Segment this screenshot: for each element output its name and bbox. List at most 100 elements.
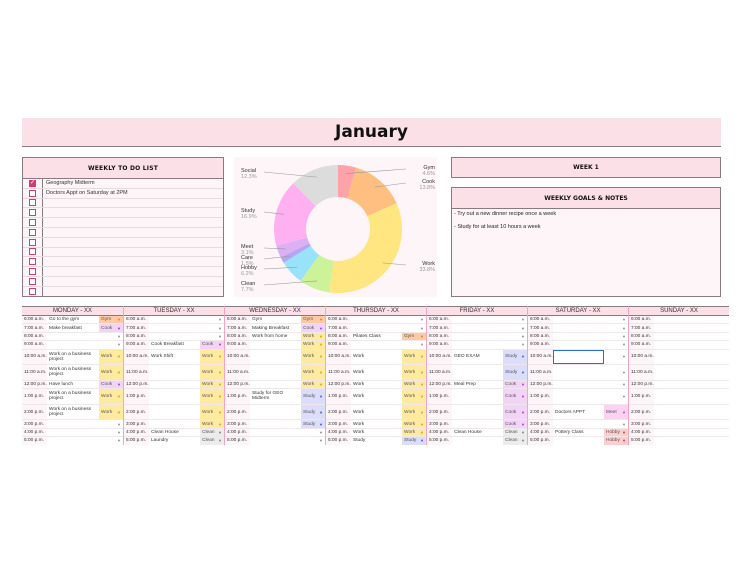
task-cell[interactable] [654, 365, 705, 380]
task-cell[interactable] [149, 420, 200, 427]
task-cell[interactable] [452, 324, 503, 331]
task-cell[interactable] [250, 405, 301, 420]
task-cell[interactable] [452, 316, 503, 323]
category-dropdown[interactable]: ▼ [402, 316, 426, 323]
category-dropdown[interactable]: ▼ [301, 429, 325, 436]
category-dropdown[interactable]: Work ▼ [301, 341, 325, 349]
task-cell[interactable] [553, 420, 604, 427]
task-cell[interactable] [654, 341, 705, 348]
task-cell[interactable] [452, 405, 503, 420]
category-dropdown[interactable]: Work ▼ [200, 365, 224, 380]
category-dropdown[interactable]: ▼ [604, 420, 628, 427]
task-cell[interactable] [452, 365, 503, 380]
category-cell[interactable] [705, 389, 729, 404]
category-dropdown[interactable]: ▼ [604, 341, 628, 348]
task-cell[interactable] [351, 324, 402, 331]
category-dropdown[interactable]: Cook ▼ [503, 380, 527, 389]
goal-item[interactable]: - Study for at least 10 hours a week [454, 223, 541, 230]
task-cell[interactable] [47, 429, 99, 436]
task-cell[interactable] [250, 429, 301, 436]
task-cell[interactable]: Making Breakfast [252, 325, 290, 331]
task-cell[interactable] [149, 316, 200, 323]
task-cell[interactable] [654, 429, 705, 436]
category-dropdown[interactable]: ▼ [604, 333, 628, 340]
checkbox[interactable] [29, 199, 36, 207]
checkbox[interactable]: ✓ [29, 179, 36, 187]
category-dropdown[interactable]: Cook ▼ [200, 341, 224, 349]
category-dropdown[interactable]: Work ▼ [402, 428, 426, 437]
task-cell[interactable]: Work [353, 421, 365, 427]
todo-item-text[interactable] [43, 248, 46, 257]
category-dropdown[interactable]: Gym ▼ [301, 316, 325, 324]
task-cell[interactable] [553, 437, 604, 444]
category-dropdown[interactable]: ▼ [604, 381, 628, 388]
category-dropdown[interactable]: Study ▼ [301, 404, 325, 420]
task-cell[interactable] [250, 420, 301, 427]
todo-item-text[interactable] [43, 287, 46, 297]
category-dropdown[interactable]: Work ▼ [402, 420, 426, 428]
task-cell[interactable] [654, 389, 705, 404]
category-dropdown[interactable]: Work ▼ [301, 365, 325, 380]
todo-item-text[interactable]: Geography Midterm [46, 180, 95, 187]
todo-item-text[interactable] [43, 267, 46, 276]
category-dropdown[interactable]: ▼ [99, 333, 123, 340]
task-cell[interactable] [452, 333, 503, 340]
category-dropdown[interactable]: Work ▼ [200, 380, 224, 389]
category-cell[interactable] [705, 381, 729, 388]
category-dropdown[interactable]: Meet ▼ [604, 404, 628, 420]
task-cell[interactable] [654, 324, 705, 331]
task-cell[interactable] [654, 333, 705, 340]
category-dropdown[interactable]: ▼ [503, 341, 527, 348]
task-cell[interactable] [351, 341, 402, 348]
task-cell[interactable]: Pilates Class [353, 333, 381, 339]
category-dropdown[interactable]: Work ▼ [402, 380, 426, 389]
task-cell[interactable]: Work on a business project [49, 391, 92, 402]
category-dropdown[interactable]: Work ▼ [402, 365, 426, 380]
category-dropdown[interactable]: ▼ [604, 389, 628, 404]
category-dropdown[interactable]: Study ▼ [503, 365, 527, 380]
category-dropdown[interactable]: ▼ [503, 316, 527, 323]
category-dropdown[interactable]: Work ▼ [301, 380, 325, 389]
checkbox[interactable] [29, 228, 36, 236]
category-cell[interactable] [705, 420, 729, 427]
category-dropdown[interactable]: Cook ▼ [301, 324, 325, 332]
category-dropdown[interactable]: Study ▼ [301, 420, 325, 428]
task-cell[interactable]: Work [353, 354, 365, 360]
task-cell[interactable] [149, 324, 200, 331]
category-dropdown[interactable]: Work ▼ [200, 420, 224, 428]
category-dropdown[interactable]: ▼ [402, 324, 426, 331]
checkbox[interactable] [29, 189, 36, 197]
task-cell[interactable]: Work Shift [151, 354, 174, 360]
category-dropdown[interactable]: Work ▼ [402, 404, 426, 420]
task-cell[interactable] [250, 350, 301, 365]
checkbox[interactable] [29, 248, 36, 256]
category-cell[interactable] [705, 405, 729, 420]
task-cell[interactable]: Work [353, 381, 365, 387]
task-cell[interactable]: Work [353, 429, 365, 435]
task-cell[interactable] [553, 349, 604, 365]
category-dropdown[interactable]: Study ▼ [402, 437, 426, 445]
category-dropdown[interactable]: Work ▼ [99, 349, 123, 365]
category-dropdown[interactable]: Work ▼ [99, 365, 123, 380]
category-dropdown[interactable]: Study ▼ [503, 349, 527, 365]
task-cell[interactable] [351, 316, 402, 323]
category-dropdown[interactable]: Gym ▼ [99, 316, 123, 324]
category-cell[interactable] [705, 324, 729, 331]
task-cell[interactable]: Doctors APPT [555, 409, 586, 415]
task-cell[interactable]: Make breakfast [49, 325, 82, 331]
category-dropdown[interactable]: Work ▼ [99, 404, 123, 420]
task-cell[interactable] [654, 381, 705, 388]
category-dropdown[interactable]: ▼ [99, 429, 123, 436]
task-cell[interactable] [654, 420, 705, 427]
todo-item-text[interactable] [43, 228, 46, 237]
task-cell[interactable]: Study for GEO Midterm [252, 391, 284, 402]
task-cell[interactable] [452, 389, 503, 404]
category-dropdown[interactable]: Gym ▼ [402, 332, 426, 341]
todo-item-text[interactable] [43, 199, 46, 208]
category-cell[interactable] [705, 333, 729, 340]
task-cell[interactable] [149, 389, 200, 404]
category-dropdown[interactable]: ▼ [604, 350, 628, 365]
category-dropdown[interactable]: Work ▼ [99, 389, 123, 404]
category-cell[interactable] [705, 316, 729, 323]
task-cell[interactable] [553, 381, 604, 388]
